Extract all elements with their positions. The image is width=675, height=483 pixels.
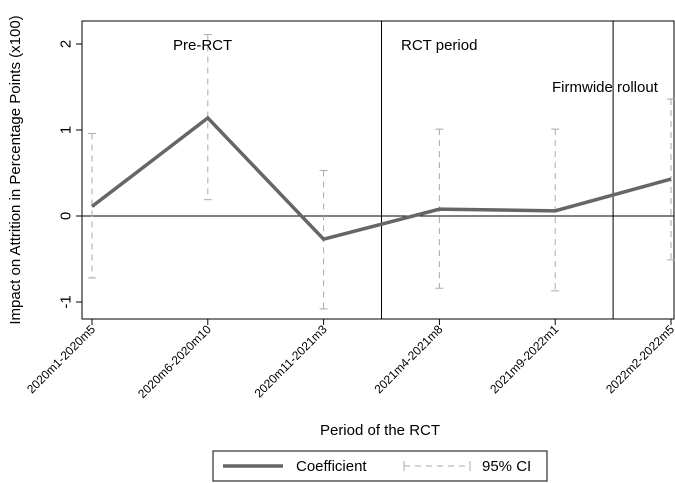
- coefficient-line: [90, 115, 672, 242]
- x-tick-label: 2021m4-2021m8: [371, 322, 445, 396]
- period-break-lines: [381, 21, 614, 319]
- legend: Coefficient 95% CI: [212, 450, 548, 482]
- annotation-pre-rct: Pre-RCT: [173, 37, 232, 54]
- x-tick-label: 2020m6-2020m10: [135, 322, 214, 401]
- y-tick-label: 0: [58, 212, 75, 220]
- legend-ci-label: 95% CI: [482, 458, 531, 475]
- x-tick-label: 2021m9-2022m1: [487, 322, 561, 396]
- y-tick-label: -1: [58, 295, 75, 308]
- x-tick-label: 2020m1-2020m5: [24, 322, 98, 396]
- plot-frame: [81, 20, 675, 320]
- legend-coefficient-label: Coefficient: [296, 458, 367, 475]
- x-tick-label: 2022m2-2022m5: [603, 322, 675, 396]
- y-axis-label: Impact on Attrition in Percentage Points…: [7, 15, 24, 324]
- x-tick-label: 2020m11-2021m3: [252, 322, 330, 400]
- y-tick-label: 2: [58, 40, 75, 48]
- annotation-rct-period: RCT period: [401, 37, 477, 54]
- y-axis-ticks: 2 1 0 -1: [58, 40, 82, 309]
- annotation-firmwide-rollout: Firmwide rollout: [552, 79, 659, 96]
- x-axis-ticks: 2020m1-2020m5 2020m6-2020m10 2020m11-2021m…: [24, 319, 675, 401]
- y-tick-label: 1: [58, 126, 75, 134]
- x-axis-label: Period of the RCT: [320, 422, 440, 439]
